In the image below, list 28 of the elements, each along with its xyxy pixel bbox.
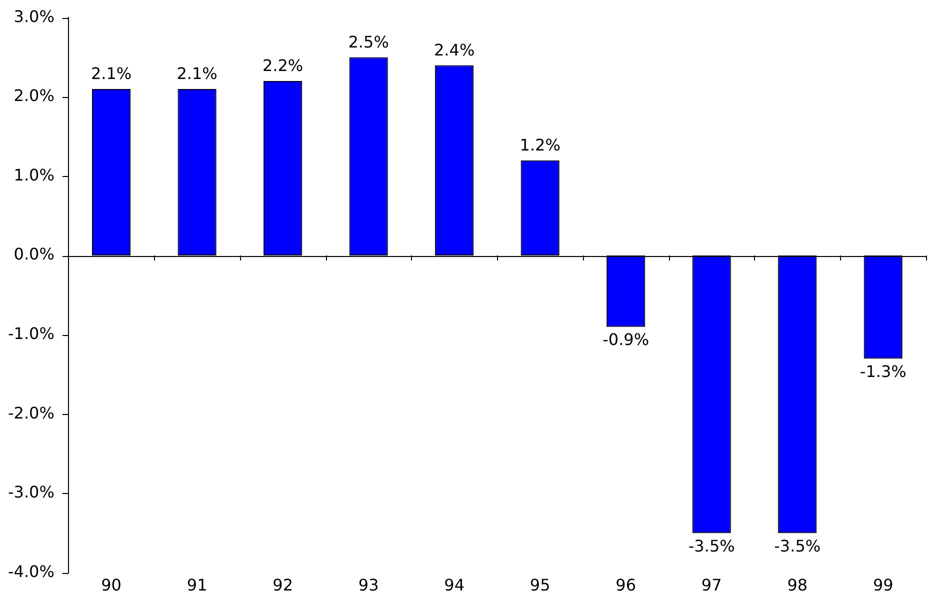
data-label: 2.5% (348, 32, 389, 52)
data-label: 2.2% (262, 56, 304, 76)
x-tick-label: 99 (872, 576, 894, 595)
data-label: -1.3% (860, 362, 906, 381)
x-tick-label: 96 (616, 576, 636, 595)
x-tick-label: 97 (701, 576, 722, 595)
data-label: 2.1% (176, 64, 218, 84)
y-tick-label: -3.0% (8, 482, 54, 502)
x-tick-label: 93 (358, 576, 379, 595)
y-tick-label: 2.0% (14, 86, 54, 106)
y-tick-label: -4.0% (8, 562, 54, 581)
data-label: 2.1% (90, 64, 132, 84)
x-tick-label: 92 (272, 576, 293, 595)
x-tick-label: 98 (787, 576, 808, 595)
x-tick-label: 90 (101, 576, 122, 595)
data-label: -0.9% (602, 330, 650, 350)
x-tick-label: 95 (530, 576, 550, 595)
y-tick-label: -1.0% (8, 324, 54, 344)
x-tick-label: 94 (444, 576, 465, 595)
x-tick-label: 91 (186, 576, 208, 595)
data-label: 2.4% (434, 40, 475, 60)
y-tick-label: 3.0% (14, 6, 54, 26)
data-label: -3.5% (688, 536, 735, 556)
data-label: -3.5% (774, 536, 821, 556)
y-tick-label: 0.0% (14, 244, 54, 264)
y-tick-label: -2.0% (8, 403, 54, 422)
y-tick-label: 1.0% (14, 165, 54, 184)
data-label: 1.2% (520, 136, 560, 155)
